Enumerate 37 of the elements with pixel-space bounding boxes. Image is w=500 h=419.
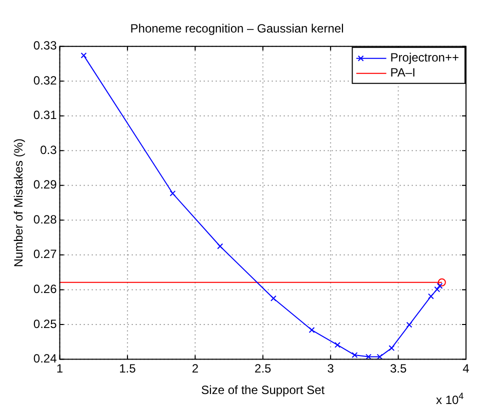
point (270, 295, 276, 302)
y-tick-label: 0.25 (33, 316, 58, 331)
point (217, 243, 224, 250)
y-tick-label: 0.24 (33, 352, 58, 366)
point (334, 342, 340, 348)
x-tick-label: 4 (462, 362, 470, 376)
y-tick-label: 0.29 (33, 178, 58, 192)
point (388, 345, 395, 352)
legend-label: Projectron++ (390, 50, 460, 65)
point (352, 352, 358, 358)
x-tick-label: 2.5 (254, 362, 272, 376)
y-tick-label: 0.27 (33, 247, 58, 262)
y-tick-label: 0.31 (33, 108, 58, 122)
point (428, 293, 434, 300)
point (438, 278, 446, 286)
x-tick-label: 3 (327, 362, 334, 376)
point (406, 322, 412, 328)
point (366, 354, 372, 360)
point (376, 354, 383, 360)
y-tick-label: 0.3 (40, 142, 58, 157)
x-axis-title: Size of the Support Set (201, 383, 326, 398)
x-tick-label: 1 (56, 362, 64, 376)
y-tick-label: 0.33 (33, 38, 58, 53)
y-tick-label: 0.26 (33, 282, 58, 296)
point (80, 52, 87, 58)
x-tick-label: 3.5 (390, 362, 407, 376)
legend-label: PA–I (390, 66, 416, 80)
y-tick-label: 0.28 (33, 212, 58, 226)
point (308, 327, 315, 333)
point (170, 190, 176, 196)
x-tick-label: 1.5 (119, 362, 136, 376)
point (436, 282, 443, 289)
chart-title: Phoneme recognition – Gaussian kernel (130, 22, 344, 36)
x-tick-label: 2 (192, 362, 199, 376)
y-axis-title: Number of Mistakes (%) (12, 138, 26, 268)
point (434, 286, 440, 292)
y-tick-label: 0.32 (33, 73, 58, 88)
